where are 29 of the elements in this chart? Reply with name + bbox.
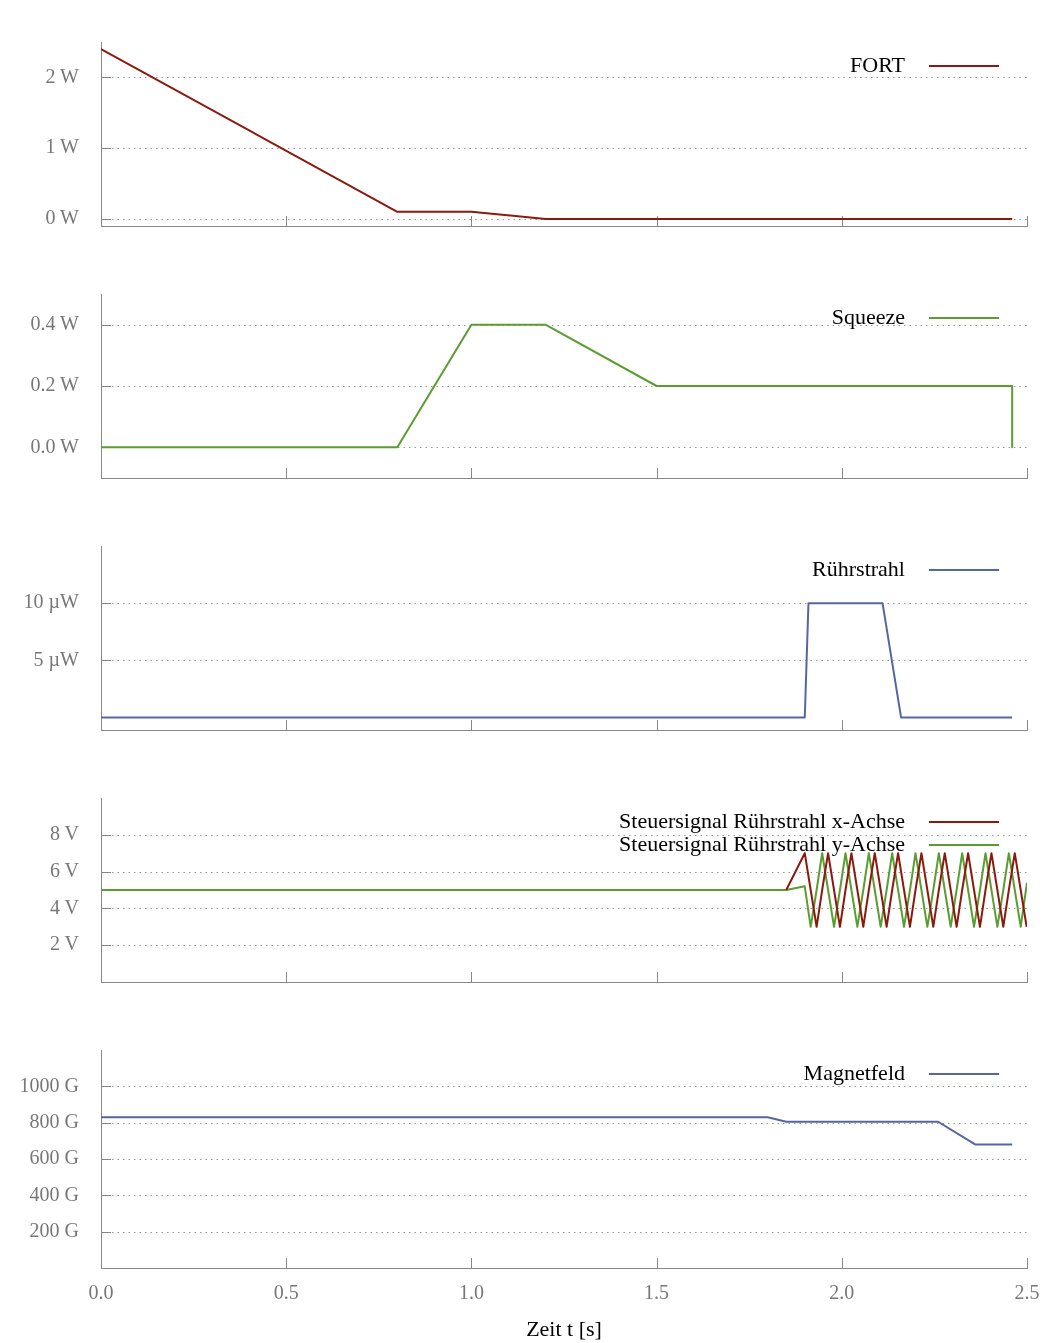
y-tick-label: 600 G [29,1146,79,1169]
y-tick-label: 0 W [45,206,80,229]
legend-label: Steuersignal Rührstrahl x-Achse [619,807,905,833]
legend-label: Rührstrahl [812,555,905,581]
y-tick-label: 6 V [49,858,80,881]
x-tick-label: 0.5 [273,1281,299,1304]
x-tick-label: 2.0 [829,1281,855,1304]
legend-label: Magnetfeld [803,1059,905,1085]
y-tick-label: 2 V [49,932,80,955]
y-tick-label: 0.4 W [30,311,80,334]
y-tick-label: 0.0 W [30,434,80,457]
legend-label: Squeeze [831,303,905,329]
x-tick-label: 2.5 [1014,1281,1040,1304]
y-tick-label: 5 µW [33,647,80,671]
y-tick-label: 800 G [29,1109,79,1132]
y-tick-label: 4 V [49,895,80,918]
x-tick-label: 1.0 [458,1281,484,1304]
y-tick-label: 8 V [49,822,80,845]
y-tick-label: 1000 G [19,1073,79,1096]
y-tick-label: 10 µW [23,590,80,614]
y-tick-label: 200 G [29,1218,79,1241]
x-tick-label: 1.5 [644,1281,670,1304]
y-tick-label: 2 W [45,64,80,87]
x-tick-label: 0.0 [88,1281,114,1304]
y-tick-label: 1 W [45,135,80,158]
y-tick-label: 400 G [29,1182,79,1205]
x-axis-title: Zeit t [s] [526,1315,602,1341]
legend-label: FORT [850,51,906,77]
y-tick-label: 0.2 W [30,373,80,396]
